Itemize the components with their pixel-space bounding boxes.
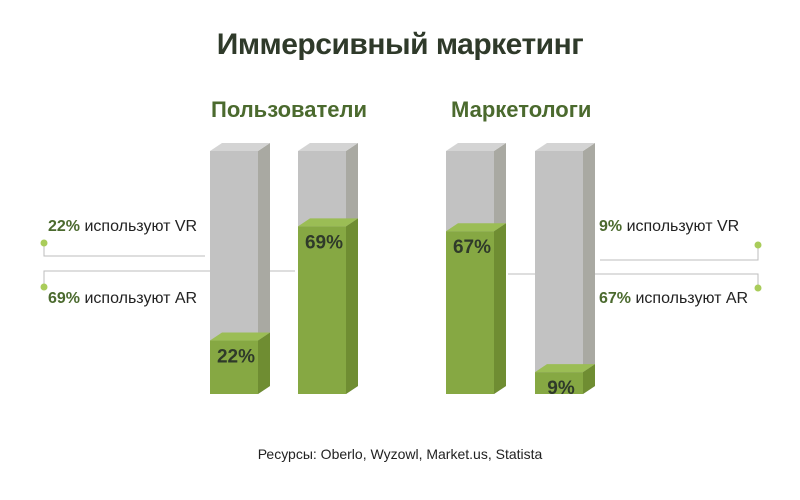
bar-value-label-g1-b0: 67%	[453, 237, 491, 258]
bar-value-front-g1-b1	[535, 372, 583, 394]
bar-track-front-g1-b1	[535, 151, 583, 394]
connector-users-vr	[43, 243, 205, 257]
connector-marketers-vr	[600, 245, 759, 261]
bar-value-front-g1-b0	[446, 231, 494, 394]
bar-value-label-g1-b1: 9%	[547, 378, 575, 399]
bar-track-side-g0-b0	[258, 143, 270, 394]
bar-track-side-g1-b1	[583, 143, 595, 394]
bar-track-top-g0-b1	[298, 143, 358, 151]
bar-value-side-g1-b0	[494, 223, 506, 394]
callout-users-vr-text: используют VR	[80, 218, 198, 235]
bar-track-top-g1-b0	[446, 143, 506, 151]
bar-value-side-g0-b0	[258, 332, 270, 394]
callout-marketers-ar: 67% используют AR	[599, 290, 748, 308]
dot-marketers-vr	[754, 241, 762, 249]
bar-value-front-g0-b1	[298, 226, 346, 394]
bar-track-top-g0-b0	[210, 143, 270, 151]
bar-value-label-g0-b0: 22%	[217, 347, 255, 368]
bar-value-top-g1-b0	[446, 223, 506, 232]
source-note: Ресурсы: Oberlo, Wyzowl, Market.us, Stat…	[257, 446, 543, 462]
callout-marketers-vr-pct: 9%	[599, 218, 623, 235]
bar-value-top-g1-b1	[535, 364, 595, 373]
callout-marketers-ar-text: используют AR	[631, 290, 749, 307]
callout-marketers-ar-pct: 67%	[599, 290, 632, 307]
bar-track-top-g1-b1	[535, 143, 595, 151]
group-title-marketers: Маркетологи	[451, 97, 592, 122]
callout-users-ar: 69% используют AR	[48, 290, 197, 308]
bar-value-front-g0-b0	[210, 340, 258, 394]
callout-users-ar-pct: 69%	[48, 290, 81, 307]
callout-users-vr: 22% используют VR	[48, 218, 197, 236]
chart-title: Иммерсивный маркетинг	[216, 28, 584, 61]
dot-users-ar	[40, 283, 48, 291]
callout-marketers-vr: 9% используют VR	[599, 218, 739, 236]
bar-value-side-g0-b1	[346, 218, 358, 394]
bar-value-top-g0-b0	[210, 332, 270, 341]
bar-value-top-g0-b1	[298, 218, 358, 227]
callout-users-ar-text: используют AR	[80, 290, 198, 307]
callout-marketers-vr-text: используют VR	[622, 218, 740, 235]
callout-users-vr-pct: 22%	[48, 218, 81, 235]
dot-marketers-ar	[754, 284, 762, 292]
bar-value-side-g1-b1	[583, 364, 595, 394]
bar-value-label-g0-b1: 69%	[305, 232, 343, 253]
group-title-users: Пользователи	[211, 97, 368, 122]
dot-users-vr	[40, 239, 48, 247]
